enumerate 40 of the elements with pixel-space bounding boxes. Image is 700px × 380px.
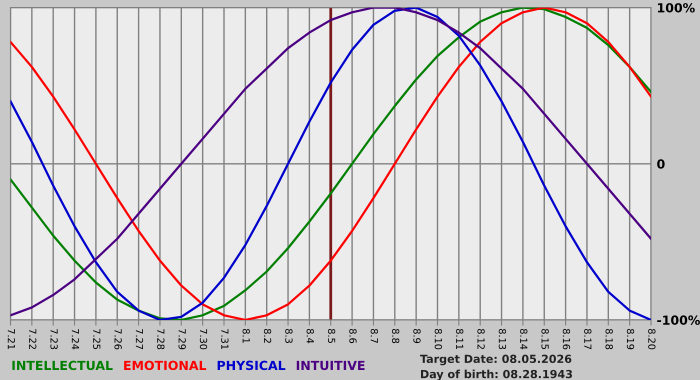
- x-tick-label: 7.31: [221, 329, 229, 350]
- x-tick-label: 8.8: [392, 328, 400, 344]
- x-tick-label: 8.11: [456, 328, 464, 350]
- x-tick-label: 8.4: [306, 328, 314, 344]
- x-tick-label: 8.5: [328, 328, 336, 343]
- x-tick-label: 8.15: [541, 328, 549, 350]
- x-tick-label: 7.27: [136, 329, 144, 350]
- x-tick-label: 8.13: [498, 328, 506, 350]
- text: INTUITIVE: [296, 360, 365, 370]
- x-tick-label: 7.30: [200, 329, 208, 350]
- y-tick-label: 100%: [658, 3, 695, 13]
- x-tick-label: 8.16: [562, 328, 570, 350]
- x-tick-label: 8.9: [413, 328, 421, 344]
- x-tick-label: 8.19: [626, 328, 634, 350]
- text: Target Date: 08.05.2026: [420, 354, 572, 366]
- x-tick-label: 8.17: [584, 328, 592, 350]
- x-tick-label: 8.12: [477, 328, 485, 349]
- x-tick-label: 7.23: [50, 329, 58, 350]
- text: INTELLECTUAL: [12, 360, 113, 370]
- x-tick-label: 7.22: [29, 329, 36, 349]
- x-tick-label: 7.26: [114, 329, 122, 350]
- x-tick-label: 8.18: [605, 328, 613, 350]
- x-tick-label: 7.29: [178, 329, 186, 350]
- text: Day of birth: 08.28.1943: [421, 370, 572, 380]
- x-tick-label: 8.3: [285, 328, 293, 343]
- x-tick-label: 7.21: [8, 329, 16, 350]
- y-tick-label: 0: [657, 159, 665, 169]
- x-tick-label: 8.1: [242, 328, 250, 343]
- x-tick-label: 8.7: [370, 328, 378, 343]
- x-tick-label: 7.25: [93, 329, 100, 350]
- y-tick-label: -100%: [657, 315, 700, 325]
- x-tick-label: 8.20: [648, 328, 656, 350]
- text: EMOTIONAL: [124, 360, 206, 370]
- x-tick-label: 8.2: [264, 328, 272, 343]
- x-tick-label: 8.10: [434, 328, 442, 350]
- x-tick-label: 7.28: [157, 329, 164, 350]
- x-tick-label: 7.24: [72, 329, 80, 350]
- x-tick-label: 8.14: [520, 328, 528, 350]
- text: PHYSICAL: [218, 360, 286, 370]
- x-tick-label: 8.6: [349, 328, 357, 344]
